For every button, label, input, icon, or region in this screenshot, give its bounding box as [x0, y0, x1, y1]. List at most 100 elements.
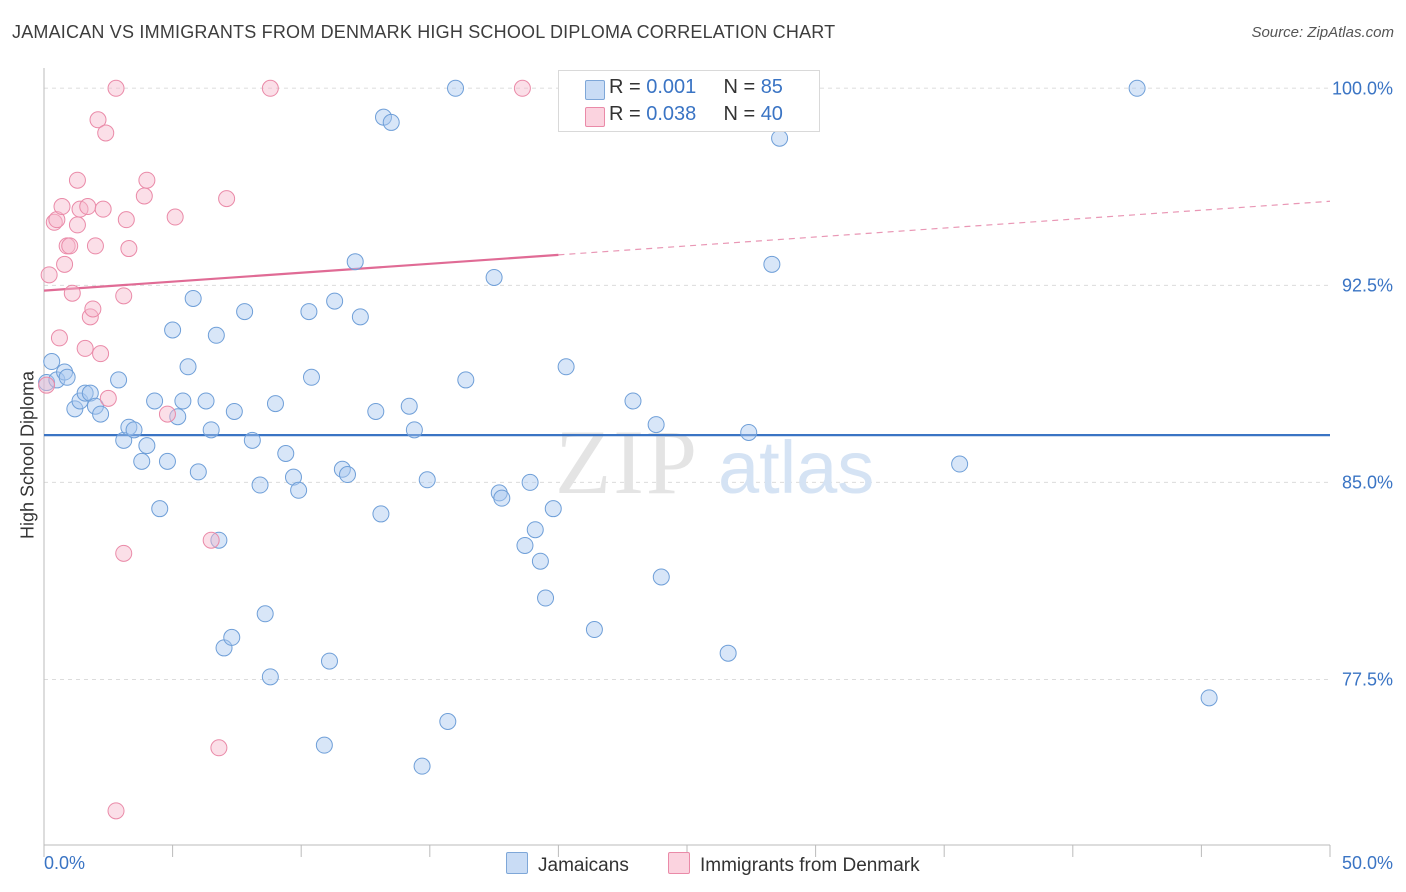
data-point — [184, 289, 202, 307]
data-point — [243, 431, 261, 449]
data-point — [372, 505, 390, 523]
chart-title: JAMAICAN VS IMMIGRANTS FROM DENMARK HIGH… — [12, 22, 836, 42]
data-point — [315, 736, 333, 754]
data-point — [164, 321, 182, 339]
data-point — [50, 329, 68, 347]
legend-r-label: R = — [609, 76, 647, 98]
data-point — [218, 190, 236, 208]
data-point — [120, 418, 138, 436]
legend-r-value: 0.038 — [646, 103, 697, 125]
data-point — [493, 489, 511, 507]
data-point — [521, 473, 539, 491]
data-point — [86, 237, 104, 255]
data-point — [138, 171, 156, 189]
data-point — [439, 713, 457, 731]
legend-n-label: N = — [723, 76, 761, 98]
data-point — [48, 211, 66, 229]
legend-r-value: 0.001 — [646, 76, 697, 98]
data-point — [56, 255, 74, 273]
y-tick-label: 100.0% — [1332, 78, 1393, 98]
data-point — [277, 445, 295, 462]
data-point — [256, 605, 274, 623]
data-point — [115, 544, 133, 562]
data-point — [771, 129, 789, 147]
legend-n-value: 85 — [760, 76, 783, 98]
data-point — [647, 416, 665, 434]
data-point — [261, 668, 279, 686]
data-point — [189, 463, 207, 481]
data-point — [382, 113, 400, 131]
data-point — [68, 216, 86, 234]
data-point — [53, 198, 71, 216]
data-point — [413, 757, 431, 775]
x-tick-label-min: 0.0% — [44, 853, 85, 873]
data-point — [115, 287, 133, 305]
trend-line-1 — [43, 253, 559, 292]
legend-row-denmark: R = 0.038 N = 40 — [585, 103, 783, 127]
data-point — [1200, 689, 1218, 707]
data-point — [367, 402, 385, 420]
legend-r-label: R = — [609, 103, 647, 125]
data-point — [38, 376, 56, 394]
data-point — [174, 392, 192, 410]
data-point — [290, 481, 308, 499]
series-0 — [38, 79, 1218, 775]
data-point — [300, 303, 318, 321]
data-point — [531, 552, 549, 570]
data-point — [115, 431, 133, 449]
data-point — [58, 368, 76, 386]
legend-n-value: 40 — [760, 103, 783, 125]
data-point — [120, 240, 138, 258]
data-point — [89, 111, 107, 129]
y-axis-label: High School Diploma — [17, 370, 38, 540]
data-point — [284, 468, 302, 486]
data-point — [302, 368, 320, 386]
data-point — [84, 300, 102, 318]
data-point — [513, 79, 531, 97]
data-point — [125, 421, 143, 439]
data-point — [158, 405, 176, 423]
x-tick-label-max: 50.0% — [1342, 853, 1393, 873]
legend-n-label: N = — [723, 103, 761, 125]
data-point — [652, 568, 670, 586]
data-point — [447, 79, 465, 97]
data-point — [537, 589, 555, 607]
data-point — [457, 371, 475, 389]
data-point — [320, 652, 338, 670]
data-point — [135, 187, 153, 205]
data-point — [40, 266, 58, 284]
bottom-legend-swatch-denmark — [668, 852, 690, 874]
series-1 — [38, 79, 531, 820]
grid-layer — [44, 87, 1330, 680]
data-point — [210, 739, 228, 757]
data-point — [99, 389, 117, 407]
data-point — [207, 326, 225, 344]
legend-swatch-denmark — [585, 107, 605, 127]
data-point — [92, 405, 110, 423]
data-point — [763, 255, 781, 273]
data-point — [179, 358, 197, 376]
bottom-legend-jamaicans: Jamaicans — [506, 852, 629, 877]
data-point — [719, 644, 737, 662]
data-point — [197, 392, 215, 410]
data-point — [76, 384, 94, 402]
watermark-atlas: atlas — [718, 426, 874, 509]
data-point — [158, 452, 176, 470]
bottom-legend-label: Immigrants from Denmark — [700, 855, 920, 876]
data-point — [138, 437, 156, 455]
data-point — [346, 253, 364, 271]
data-point — [405, 421, 423, 439]
data-point — [110, 371, 128, 389]
data-point — [740, 423, 758, 441]
data-point — [326, 292, 344, 310]
data-point — [585, 621, 603, 639]
data-point — [338, 466, 356, 484]
data-point — [485, 268, 503, 286]
y-tick-label: 77.5% — [1342, 669, 1393, 689]
data-point — [79, 198, 97, 216]
data-point — [225, 402, 243, 420]
y-tick-label: 92.5% — [1342, 275, 1393, 295]
data-point — [133, 452, 151, 470]
data-point — [61, 237, 79, 255]
data-point — [400, 397, 418, 415]
